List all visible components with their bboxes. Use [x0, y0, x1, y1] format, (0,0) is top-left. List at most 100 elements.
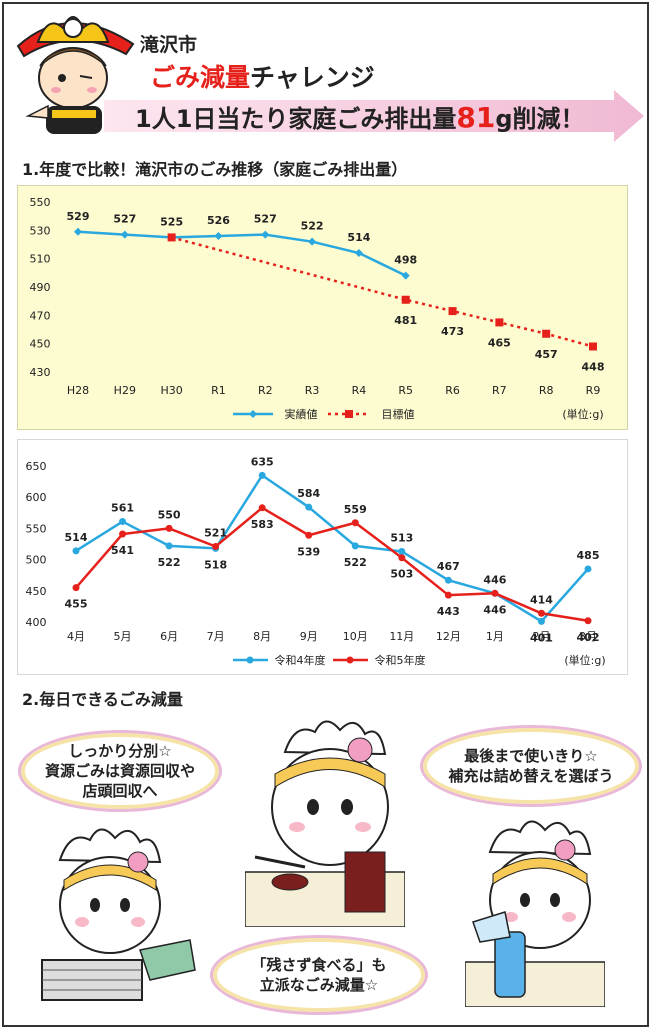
y-tick-label: 430: [30, 366, 51, 379]
data-label-r4: 485: [577, 549, 600, 562]
banner-number: 81: [456, 101, 496, 134]
data-point-r5: [351, 519, 359, 527]
tip-bubble-no-leftovers: 「残さず食べる」も 立派なごみ減量☆: [210, 935, 428, 1015]
y-tick-label: 450: [26, 585, 47, 598]
legend-label-r4: 令和4年度: [275, 653, 326, 667]
data-point-r5: [258, 504, 266, 512]
data-label-r4: 522: [344, 556, 367, 569]
data-point-actual: [120, 230, 129, 239]
character-sorting-illustration: [41, 828, 196, 1001]
y-tick-label: 600: [26, 491, 47, 504]
chart-monthly: 400 450 500 550 600 650 4月 5月 6月 7月 8月 9月 10月 11月 12月 1…: [26, 455, 606, 667]
x-tick-label: 7月: [207, 630, 225, 643]
character-refill-illustration: [465, 820, 605, 1007]
section2-title: 2.毎日できるごみ減量: [22, 690, 183, 709]
x-tick-label: 6月: [160, 630, 178, 643]
data-point-r5: [212, 542, 220, 550]
x-tick-label: 11月: [389, 630, 414, 643]
data-label-r5: 455: [65, 598, 88, 611]
y-tick-label: 650: [26, 460, 47, 473]
unit-label: (単位:g): [562, 407, 603, 421]
data-label-r4: 522: [158, 556, 181, 569]
data-label-r4: 518: [204, 558, 227, 571]
data-point-target: [401, 295, 410, 304]
data-label-target: 448: [582, 361, 605, 374]
data-point-actual: [214, 232, 223, 240]
data-point-r4: [537, 617, 545, 625]
tip-line: 「残さず食べる」も: [251, 955, 387, 974]
x-tick-label: R5: [398, 384, 413, 397]
data-point-r5: [119, 530, 127, 538]
data-label-actual: 498: [394, 254, 417, 267]
data-point-r5: [398, 554, 406, 562]
data-point-r4: [398, 547, 406, 555]
y-tick-label: 500: [26, 554, 47, 567]
data-point-r5: [537, 609, 545, 617]
y-tick-label: 550: [30, 196, 51, 209]
x-tick-label: H28: [67, 384, 89, 397]
legend-marker-r4: [246, 656, 254, 664]
x-tick-label: H30: [160, 384, 182, 397]
data-label-actual: 526: [207, 214, 230, 227]
data-label-actual: 522: [301, 220, 324, 233]
legend-label-r5: 令和5年度: [375, 653, 426, 667]
x-tick-label: 2月: [532, 630, 550, 643]
data-label-r5: 550: [158, 508, 181, 521]
data-label-target: 457: [535, 348, 558, 361]
x-tick-label: R1: [211, 384, 226, 397]
data-label-target: 481: [394, 314, 417, 327]
data-label-r4: 635: [251, 455, 274, 468]
data-label-actual: 525: [160, 215, 183, 228]
legend-label-actual: 実績値: [285, 407, 318, 421]
data-label-r5: 503: [390, 568, 413, 581]
y-tick-label: 510: [30, 253, 51, 266]
data-label-actual: 529: [67, 210, 90, 223]
city-name: 滝沢市: [140, 34, 198, 56]
data-label-target: 465: [488, 336, 511, 349]
data-point-r4: [258, 471, 266, 479]
legend-marker-r5: [346, 656, 354, 664]
tip-line: 補充は詰め替えを選ぼう: [448, 767, 614, 785]
x-tick-label: 3月: [579, 630, 597, 643]
data-point-r5: [165, 524, 173, 532]
data-point-r4: [119, 518, 127, 526]
data-label-r5: 583: [251, 518, 274, 531]
y-tick-label: 550: [26, 522, 47, 535]
data-label-r5: 446: [483, 603, 506, 616]
data-point-actual: [74, 227, 82, 236]
tip-line: 店頭回収へ: [82, 782, 158, 801]
y-tick-label: 490: [30, 281, 51, 294]
data-point-actual: [354, 249, 363, 257]
data-label-r5: 541: [111, 544, 134, 557]
data-label-target: 473: [441, 325, 464, 338]
y-tick-label: 400: [26, 616, 47, 629]
x-tick-label: 4月: [67, 630, 85, 643]
series-line-target: [171, 236, 594, 348]
data-point-r5: [444, 591, 452, 599]
tip-bubble-use-up: 最後まで使いきり☆ 補充は詰め替えを選ぼう: [420, 725, 642, 807]
data-point-actual: [401, 271, 410, 280]
x-tick-label: R4: [352, 384, 367, 397]
section1-title: 1.年度で比較！滝沢市のごみ推移（家庭ごみ排出量）: [22, 160, 408, 179]
x-tick-label: 12月: [436, 630, 461, 643]
y-tick-label: 470: [30, 309, 51, 322]
data-label-r4: 513: [390, 531, 413, 544]
data-point-actual: [261, 230, 270, 239]
y-tick-label: 530: [30, 224, 51, 237]
x-tick-label: R7: [492, 384, 507, 397]
headline: ごみ減量チャレンジ: [150, 58, 375, 94]
data-point-target: [542, 329, 551, 338]
data-point-actual: [308, 237, 317, 246]
data-point-r4: [351, 542, 359, 550]
data-label-actual: 527: [113, 213, 136, 226]
legend-label-target: 目標値: [382, 407, 415, 421]
legend-marker-actual: [249, 410, 257, 418]
tip-line: 資源ごみは資源回収や: [44, 761, 195, 780]
data-point-target: [495, 318, 504, 327]
x-tick-label: 10月: [343, 630, 368, 643]
data-label-actual: 527: [254, 213, 277, 226]
x-tick-label: 1月: [486, 630, 504, 643]
data-label-r4: 514: [65, 531, 88, 544]
data-label-r4: 446: [483, 573, 506, 586]
x-tick-label: 8月: [253, 630, 271, 643]
